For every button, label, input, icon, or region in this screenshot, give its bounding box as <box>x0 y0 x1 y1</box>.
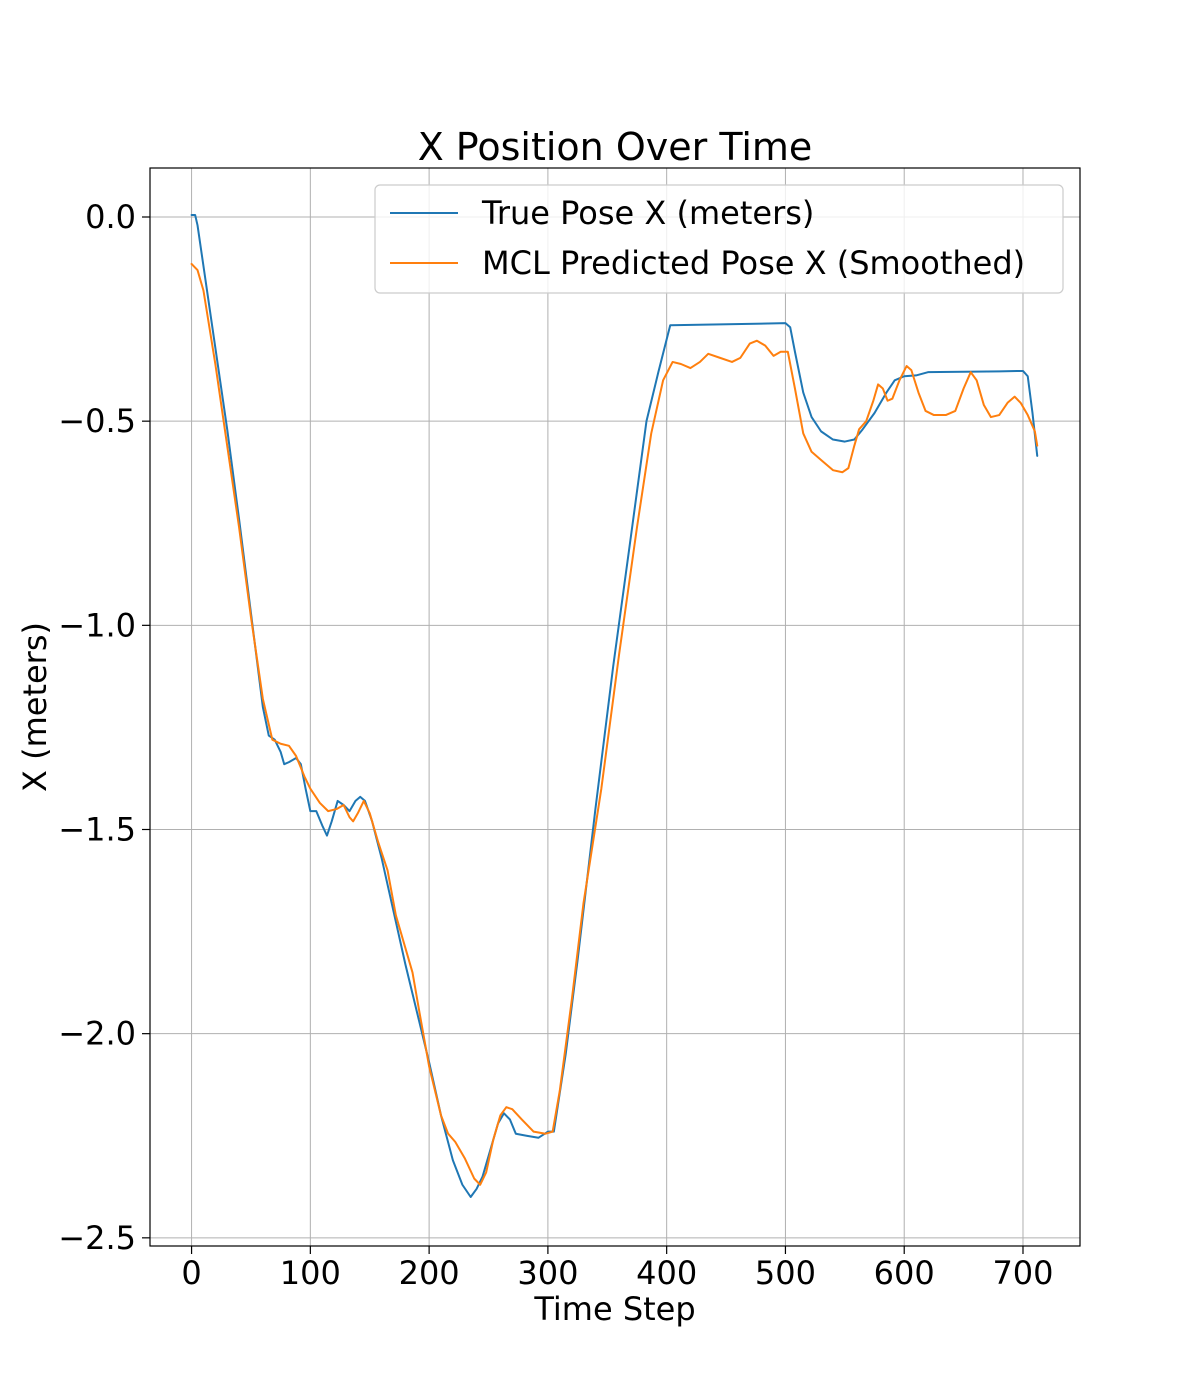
ticks: 0 100 200 300 400 500 600 700 0.0 −0.5 −1.0 −1.5 −2.… <box>58 198 1053 1292</box>
x-axis-label: Time Step <box>533 1290 695 1328</box>
chart-title: X Position Over Time <box>418 125 813 169</box>
y-tick-label: −0.5 <box>58 402 136 440</box>
legend: True Pose X (meters) MCL Predicted Pose X… <box>374 184 1064 294</box>
series-line-2 <box>190 262 1039 1186</box>
legend-box <box>374 184 1064 294</box>
x-tick-label: 0 <box>181 1254 201 1292</box>
grid <box>150 168 1080 1246</box>
y-tick-label: 0.0 <box>85 198 136 236</box>
x-tick-label: 300 <box>517 1254 578 1292</box>
x-tick-label: 700 <box>992 1254 1053 1292</box>
y-tick-label: −1.5 <box>58 811 136 849</box>
plot-area-frame <box>149 167 1081 1247</box>
x-tick-label: 100 <box>280 1254 341 1292</box>
legend-label-1: True Pose X (meters) <box>481 194 814 232</box>
series-group <box>190 213 1039 1198</box>
x-tick-label: 600 <box>874 1254 935 1292</box>
series-line-1 <box>190 213 1039 1198</box>
legend-label-2: MCL Predicted Pose X (Smoothed) <box>482 244 1025 282</box>
x-tick-label: 400 <box>636 1254 697 1292</box>
x-tick-label: 500 <box>755 1254 816 1292</box>
y-tick-label: −2.0 <box>58 1015 136 1053</box>
y-tick-label: −2.5 <box>58 1219 136 1257</box>
y-axis-label: X (meters) <box>16 622 54 792</box>
x-tick-label: 200 <box>399 1254 460 1292</box>
y-tick-label: −1.0 <box>58 606 136 644</box>
